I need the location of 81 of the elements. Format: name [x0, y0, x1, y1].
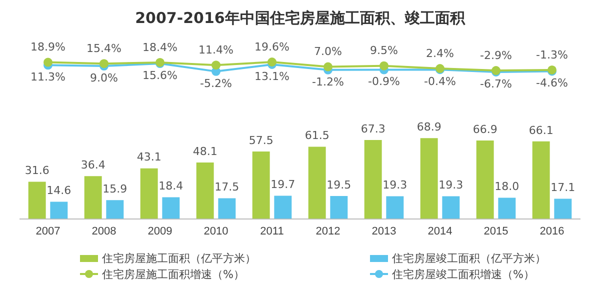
data-label: 67.3: [360, 122, 386, 136]
x-tick-label: 2013: [372, 225, 396, 238]
data-label: 36.4: [80, 158, 106, 172]
bar: [476, 140, 494, 219]
legend-label: 住宅房屋竣工面积增速（%）: [392, 266, 534, 282]
data-label: 19.5: [326, 178, 352, 192]
point: [268, 58, 276, 66]
data-label: 19.3: [382, 178, 408, 192]
data-label: 57.5: [248, 134, 274, 147]
bar: [218, 198, 236, 219]
data-label: 15.4%: [86, 42, 122, 55]
bar: [274, 196, 292, 219]
data-label: 18.4%: [142, 40, 178, 54]
data-label: 66.9: [472, 122, 498, 136]
data-label: -2.9%: [480, 48, 512, 62]
point: [212, 60, 220, 70]
x-tick-label: 2015: [484, 225, 508, 238]
data-label: 31.6: [24, 164, 50, 178]
bar: [364, 140, 382, 219]
data-label: 48.1: [192, 144, 218, 158]
point: [100, 59, 108, 68]
data-label: 14.6: [46, 184, 72, 198]
bar: [308, 146, 326, 219]
bar: [498, 198, 516, 219]
legend-label: 住宅房屋施工面积增速（%）: [102, 266, 244, 282]
data-label: 17.5: [214, 180, 240, 194]
bar: [162, 197, 180, 219]
data-label: -1.2%: [312, 75, 344, 88]
data-label: 66.1: [528, 124, 554, 137]
data-label: 43.1: [136, 150, 162, 164]
x-tick-label: 2014: [428, 225, 452, 238]
data-label: 18.0: [494, 180, 520, 194]
bar: [420, 138, 438, 219]
legend-label: 住宅房屋施工面积（亿平方米）: [102, 250, 256, 266]
data-label: 11.4%: [198, 43, 234, 56]
data-label: 19.6%: [254, 40, 290, 54]
data-label: -4.6%: [536, 76, 568, 90]
x-tick-label: 2007: [36, 225, 60, 238]
data-label: 19.3: [438, 178, 464, 192]
data-label: 7.0%: [314, 45, 342, 58]
bar: [252, 151, 270, 219]
bar: [28, 182, 46, 219]
data-label: 61.5: [304, 129, 330, 142]
bar: [196, 162, 214, 219]
bar: [554, 198, 572, 219]
data-label: 15.6%: [142, 68, 178, 82]
chart-title: 2007-2016年中国住宅房屋施工面积、竣工面积: [134, 8, 466, 29]
data-label: 9.0%: [90, 71, 118, 84]
x-tick-label: 2008: [92, 225, 116, 238]
bar: [84, 176, 102, 219]
data-label: 2.4%: [426, 46, 454, 60]
x-tick-label: 2012: [316, 225, 340, 238]
bar: [532, 141, 550, 219]
data-label: 18.4: [158, 180, 184, 193]
data-label: -0.9%: [368, 75, 400, 88]
x-tick-label: 2016: [540, 225, 564, 238]
data-label: 13.1%: [254, 70, 290, 83]
point: [44, 58, 52, 67]
x-tick-label: 2009: [148, 225, 172, 238]
data-label: 19.7: [270, 178, 296, 192]
data-label: -0.4%: [424, 74, 456, 88]
data-label: 15.9: [102, 182, 128, 196]
point: [324, 62, 332, 72]
bar: [50, 202, 68, 219]
data-label: 18.9%: [30, 40, 66, 54]
data-label: 9.5%: [370, 44, 398, 58]
data-label: -1.3%: [536, 48, 568, 62]
bar: [106, 200, 124, 219]
bar: [330, 196, 348, 219]
point: [380, 61, 388, 70]
bar: [442, 196, 460, 219]
bar: [140, 168, 158, 219]
x-tick-label: 2010: [204, 225, 228, 238]
data-label: -6.7%: [480, 77, 512, 90]
x-tick-label: 2011: [260, 225, 284, 238]
data-label: -5.2%: [200, 76, 232, 90]
data-label: 17.1: [550, 181, 576, 194]
data-label: 68.9: [416, 120, 442, 134]
bar: [386, 196, 404, 219]
legend-label: 住宅房屋竣工面积（亿平方米）: [392, 250, 546, 266]
data-label: 11.3%: [30, 70, 66, 84]
